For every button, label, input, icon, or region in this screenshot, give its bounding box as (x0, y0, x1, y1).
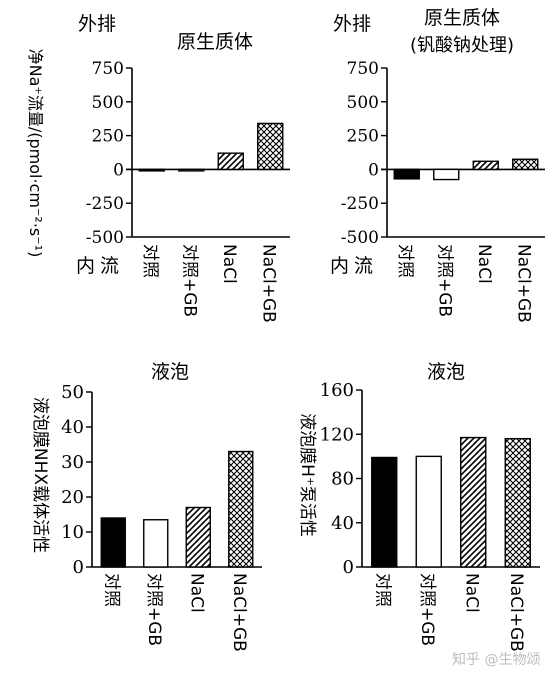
chart-title-line-1: 原生质体 (424, 7, 500, 29)
bar-1 (393, 168, 420, 180)
bar-2 (178, 168, 205, 172)
y-tick-label: 0 (73, 557, 84, 578)
bar-4 (257, 122, 284, 171)
bar-1 (100, 517, 126, 568)
y-tick-label: 40 (331, 513, 354, 534)
y-tick-label: 0 (113, 160, 124, 180)
y-tick-label: 750 (92, 59, 124, 79)
y-tick-label: 0 (343, 557, 354, 578)
bar-4 (512, 158, 539, 171)
x-axis: 对照 对照+GB NaCl NaCl+GB (395, 244, 534, 323)
bar-3 (460, 436, 487, 568)
chart-vacuole-nhx: 液泡 液泡膜NHX载体活性 0 10 20 30 40 50 对照 对照+GB NaCl NaC… (30, 361, 262, 652)
influx-label-char-1: 内 (76, 255, 95, 277)
y-axis: 0 40 80 120 160 (320, 380, 540, 578)
bar-4 (504, 437, 531, 568)
influx-label-char-1: 内 (330, 255, 349, 277)
plot-area (393, 158, 539, 181)
bar-3 (185, 506, 211, 568)
y-tick-label: 750 (347, 59, 379, 79)
efflux-label: 外排 (333, 13, 371, 35)
category-label: 对照 (372, 573, 392, 607)
category-label: 对照 (395, 244, 415, 278)
plot-area (100, 450, 254, 568)
category-label: NaCl (474, 244, 494, 284)
y-tick-label: 250 (92, 127, 124, 147)
y-tick-label: 0 (368, 160, 379, 180)
y-axis: -500 -250 0 250 500 750 (341, 59, 545, 248)
bar-2 (143, 519, 169, 568)
influx-label-char-2: 流 (354, 255, 373, 277)
y-tick-label: -500 (86, 228, 124, 248)
y-tick-label: 500 (92, 93, 124, 113)
category-label: NaCl (186, 573, 206, 613)
y-axis-label: 净Na⁺流量/(pmol·cm⁻²·s⁻¹) (26, 49, 45, 258)
category-label: 对照 (140, 244, 160, 278)
plot-area (138, 122, 284, 172)
bar-3 (217, 152, 244, 171)
category-label: 对照 (101, 573, 121, 607)
category-label: 对照+GB (434, 244, 454, 317)
y-tick-label: 160 (320, 380, 354, 401)
chart-title: 液泡 (427, 361, 465, 383)
y-tick-label: 10 (61, 522, 84, 543)
chart-title-line-2: (钒酸钠处理) (410, 35, 514, 56)
category-label: NaCl (219, 244, 239, 284)
bar-1 (371, 456, 398, 568)
y-tick-label: -250 (86, 194, 124, 214)
category-label: NaCl (461, 573, 481, 613)
influx-label: 内 流 (330, 255, 373, 277)
efflux-label: 外排 (78, 13, 116, 35)
category-label: 对照+GB (179, 244, 199, 317)
bar-2 (415, 455, 442, 568)
y-axis-label: 液泡膜NHX载体活性 (30, 397, 50, 553)
plot-area (371, 436, 531, 568)
y-tick-label: 20 (61, 487, 84, 508)
chart-protoplast: 外排 原生质体 净Na⁺流量/(pmol·cm⁻²·s⁻¹) 内 流 -500-… (26, 13, 290, 323)
chart-title: 液泡 (151, 361, 189, 383)
y-tick-label: 50 (61, 382, 84, 403)
category-label: 对照+GB (417, 573, 437, 646)
category-label: NaCl+GB (506, 573, 526, 652)
chart-protoplast-vanadate: 外排 原生质体 (钒酸钠处理) 内 流 -500 -250 0 250 500 750 对… (330, 7, 545, 323)
y-axis: -500 -250 0 250 500 750 (86, 59, 290, 248)
influx-label: 内 流 (76, 255, 119, 277)
chart-vacuole-h-pump: 液泡 液泡膜H⁺泵活性 0 40 80 120 160 对照 对照+GB NaCl NaCl+… (297, 361, 540, 652)
watermark: 知乎 @生物颂 (452, 651, 540, 668)
influx-label-char-2: 流 (100, 255, 119, 277)
bar-2 (433, 168, 460, 181)
y-tick-label: 80 (331, 469, 354, 490)
bar-1 (138, 168, 165, 172)
chart-title: 原生质体 (177, 31, 253, 53)
y-axis-label: 液泡膜H⁺泵活性 (297, 413, 317, 537)
category-label: NaCl+GB (258, 244, 278, 323)
y-axis: 0 10 20 30 40 50 (61, 382, 262, 578)
y-tick-label: 500 (347, 93, 379, 113)
bar-4 (228, 450, 254, 568)
category-label: NaCl+GB (513, 244, 533, 323)
y-tick-label: 30 (61, 452, 84, 473)
x-axis: 对照 对照+GB NaCl NaCl+GB (101, 573, 249, 652)
y-tick-label: 120 (320, 424, 354, 445)
category-label: NaCl+GB (229, 573, 249, 652)
category-label: 对照+GB (144, 573, 164, 646)
y-tick-label: -500 (341, 228, 379, 248)
bar-3 (472, 160, 499, 171)
x-axis: 对照 对照+GB NaCl NaCl+GB (140, 244, 279, 323)
y-tick-label: 40 (61, 417, 84, 438)
x-axis: 对照 对照+GB NaCl NaCl+GB (372, 573, 526, 652)
y-tick-label: 250 (347, 127, 379, 147)
y-tick-label: -250 (341, 194, 379, 214)
